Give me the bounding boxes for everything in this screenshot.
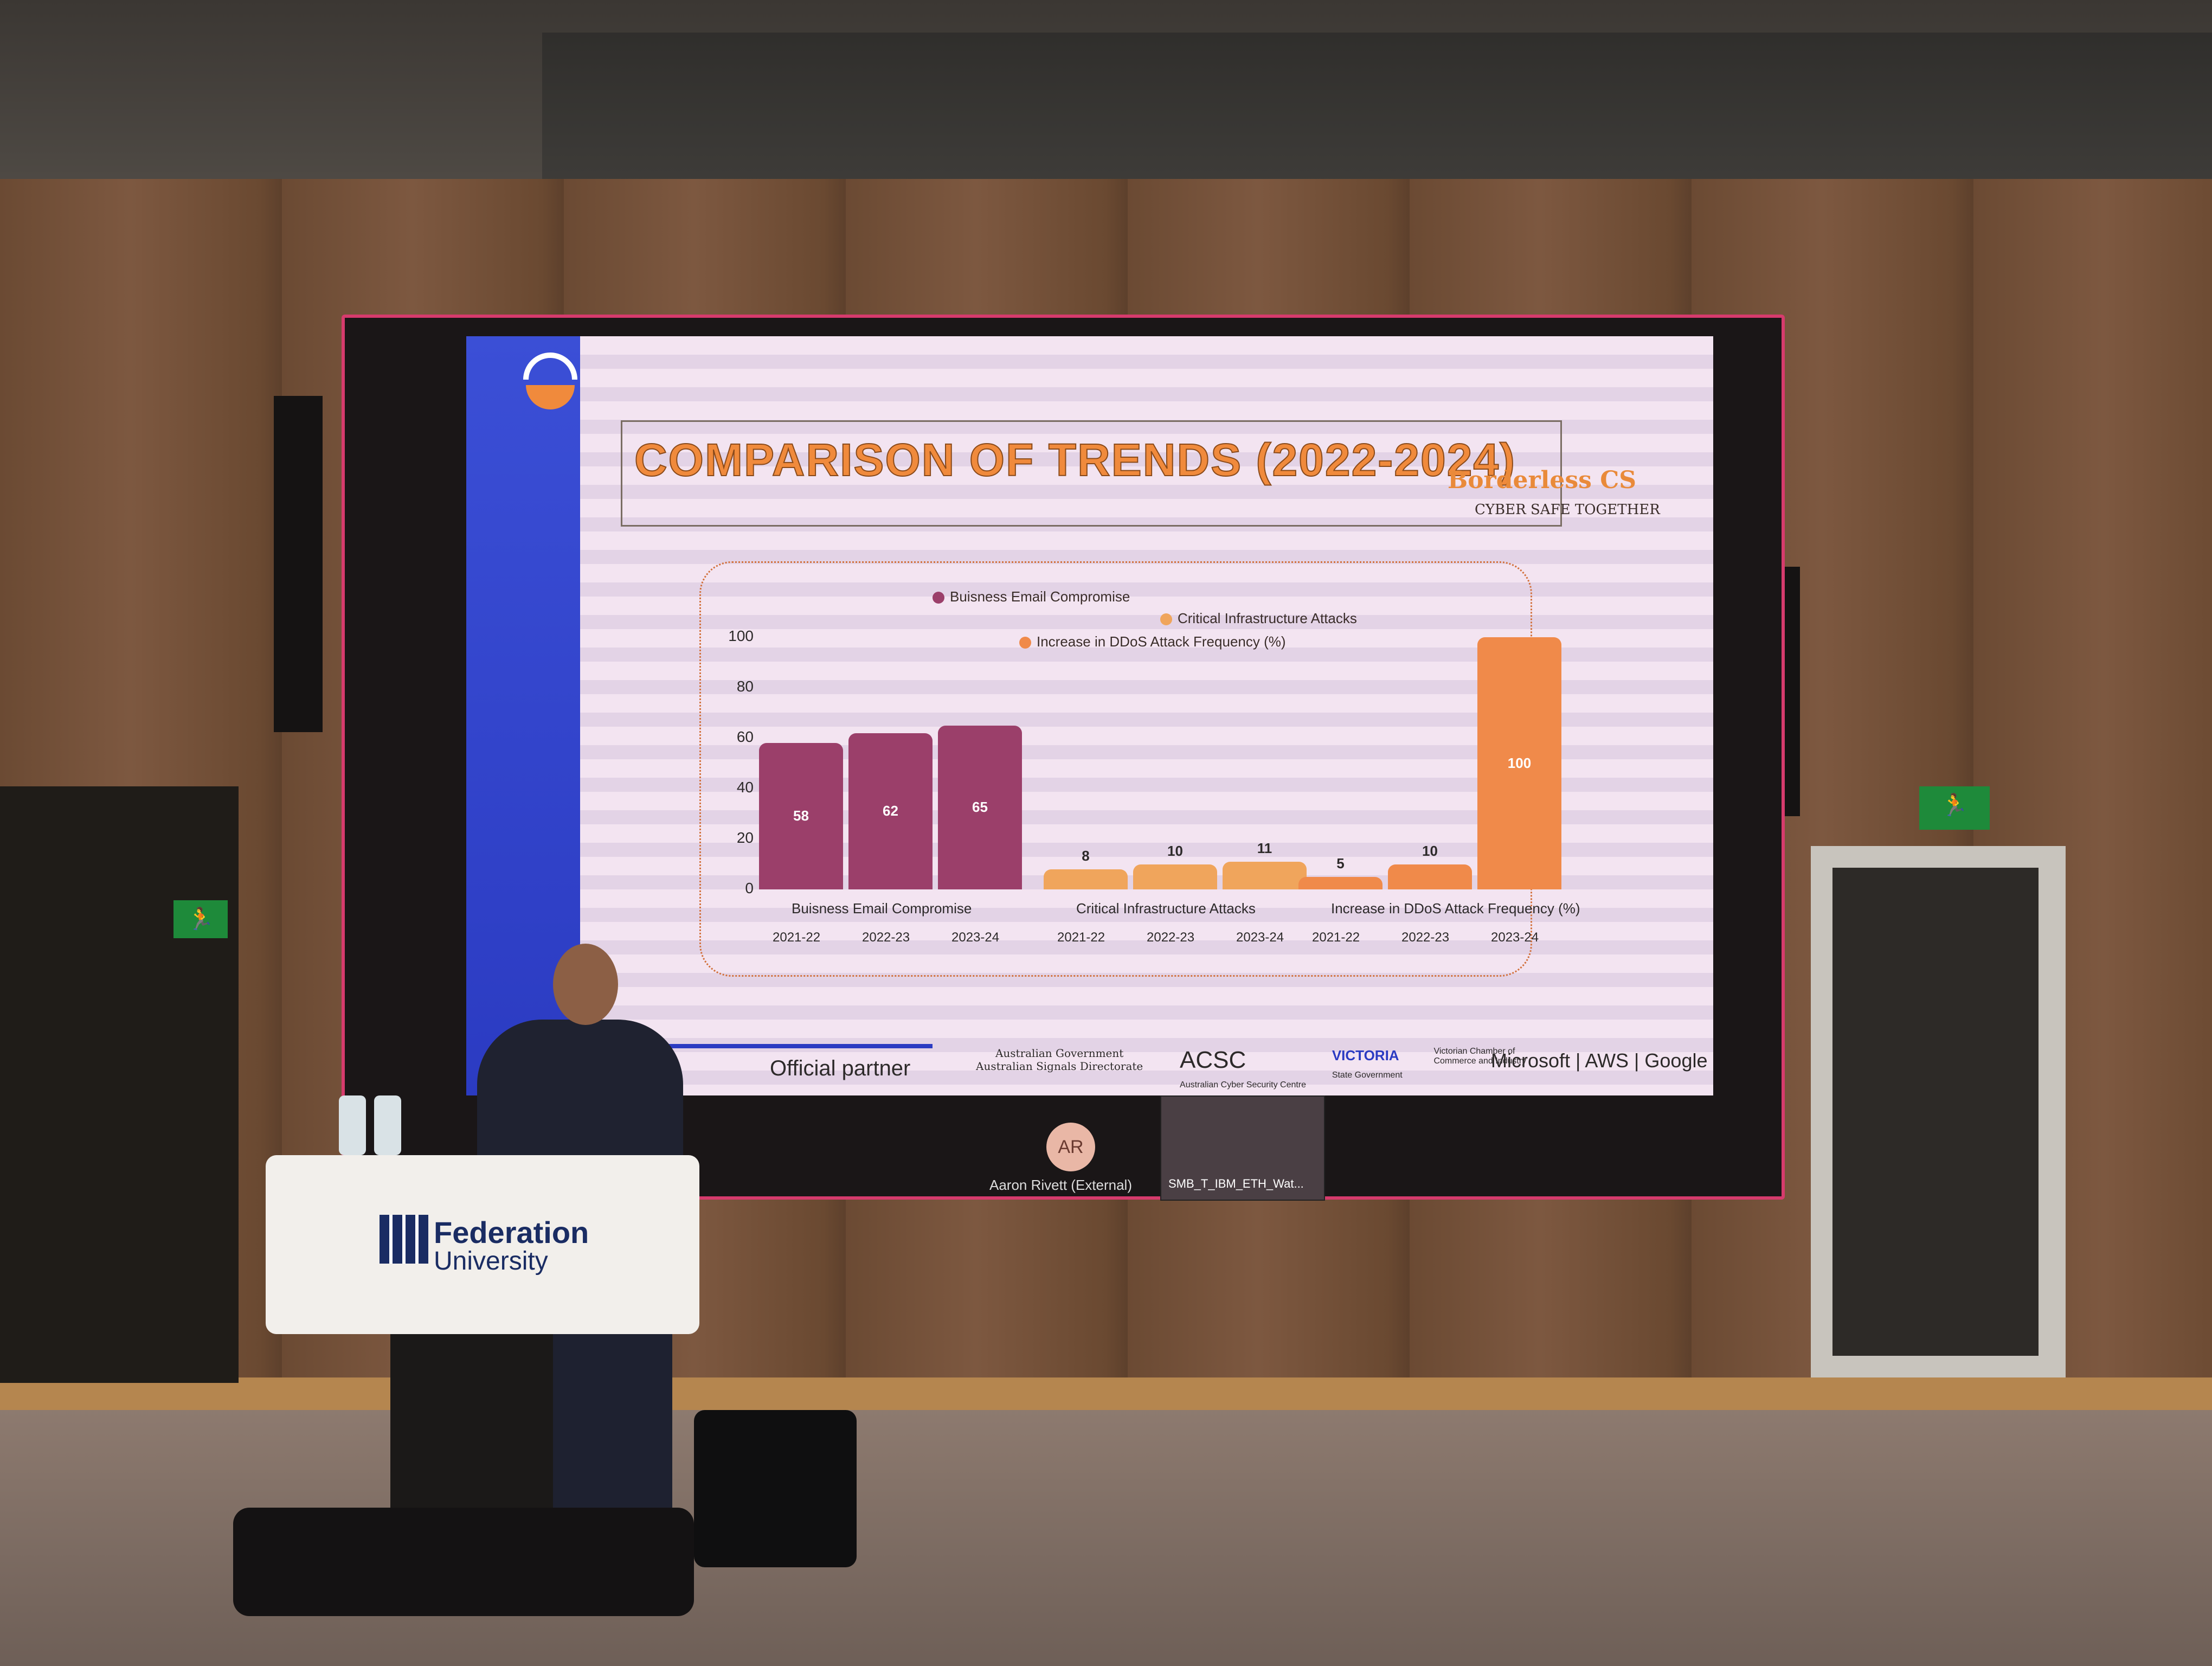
partner-divider <box>586 1044 933 1048</box>
chart-bar <box>938 725 1022 889</box>
federation-logo-icon <box>380 1215 428 1264</box>
participant-name: Aaron Rivett (External) <box>989 1177 1132 1193</box>
right-doorway <box>1832 868 2039 1356</box>
legend-swatch <box>1019 637 1031 649</box>
partner-logo-chamber: Victorian Chamber of Commerce and Indust… <box>1433 1047 1527 1066</box>
legend-swatch <box>933 592 944 604</box>
bar-value-label: 10 <box>1422 842 1438 859</box>
bar-value-label: 5 <box>1336 855 1345 872</box>
y-tick-label: 0 <box>745 880 754 896</box>
podium <box>266 1155 699 1334</box>
chart-bar <box>1223 861 1307 889</box>
left-wall-speaker <box>274 396 323 732</box>
podium-university-sub: University <box>434 1247 548 1276</box>
chart-bar <box>759 743 843 889</box>
legend-item-bec: Buisness Email Compromise <box>933 588 1130 605</box>
brand-tagline: CYBER SAFE TOGETHER <box>1475 502 1660 518</box>
exit-sign-left: 🏃 <box>173 900 228 938</box>
chart-bar <box>1388 864 1472 889</box>
left-doorway <box>0 786 239 1383</box>
x-tick-label: 2023-24 <box>951 930 1000 945</box>
brand-name: Borderless CS <box>1448 466 1637 494</box>
podium-university-name: Federation <box>434 1215 589 1250</box>
slide-title: COMPARISON OF TRENDS (2022-2024) <box>634 434 1516 486</box>
legend-swatch <box>1160 613 1172 626</box>
partner-tech-logos: Microsoft | AWS | Google <box>1491 1049 1708 1072</box>
water-bottle <box>339 1095 366 1155</box>
category-label: Increase in DDoS Attack Frequency (%) <box>1331 900 1580 917</box>
bar-value-label: 10 <box>1167 842 1183 859</box>
x-tick-label: 2022-23 <box>862 930 910 945</box>
partner-logo-victoria: VICTORIA State Government <box>1332 1047 1403 1080</box>
partner-logos: Australian Government Australian Signals… <box>976 1047 1542 1091</box>
legend-item-cia: Critical Infrastructure Attacks <box>1160 610 1357 627</box>
exit-sign-right: 🏃 <box>1919 786 1990 830</box>
chart-bar <box>1133 864 1217 889</box>
chart-bar <box>1477 637 1561 889</box>
bar-value-label: 11 <box>1257 840 1272 856</box>
presenter-legs <box>542 1302 672 1518</box>
participant-avatar[interactable]: AR <box>1046 1123 1095 1171</box>
chart-bar <box>848 733 933 889</box>
partner-logo-gov: Australian Government Australian Signals… <box>976 1047 1143 1073</box>
x-tick-label: 2023-24 <box>1236 930 1284 945</box>
water-bottle <box>374 1095 401 1155</box>
bar-value-label: 8 <box>1082 847 1090 864</box>
x-tick-label: 2021-22 <box>1312 930 1360 945</box>
category-label: Critical Infrastructure Attacks <box>1076 900 1256 917</box>
category-label: Buisness Email Compromise <box>792 900 972 917</box>
video-thumbnail-label: SMB_T_IBM_ETH_Wat... <box>1168 1177 1304 1190</box>
slide-title-box <box>621 420 1562 527</box>
y-tick-label: 100 <box>728 627 754 644</box>
slide-logo-icon <box>523 353 577 409</box>
video-thumbnail[interactable] <box>1160 1095 1325 1201</box>
partner-logo-acsc: ACSC Australian Cyber Security Centre <box>1180 1047 1307 1090</box>
y-tick-label: 40 <box>736 779 754 796</box>
x-tick-label: 2021-22 <box>1057 930 1105 945</box>
podium-foot <box>233 1508 694 1616</box>
bar-value-label: 65 <box>972 798 988 815</box>
y-tick-label: 60 <box>736 728 754 745</box>
y-tick-label: 20 <box>736 829 754 846</box>
x-tick-label: 2022-23 <box>1401 930 1450 945</box>
chart-bar <box>1044 869 1128 889</box>
x-tick-label: 2022-23 <box>1147 930 1195 945</box>
partner-label: Official partner <box>770 1056 911 1080</box>
x-tick-label: 2023-24 <box>1491 930 1539 945</box>
y-tick-label: 80 <box>736 678 754 695</box>
chart-bar <box>1298 876 1382 889</box>
bar-value-label: 62 <box>883 802 898 819</box>
x-tick-label: 2021-22 <box>773 930 821 945</box>
legend-item-ddos: Increase in DDoS Attack Frequency (%) <box>1019 633 1286 650</box>
backpack <box>694 1410 857 1567</box>
bar-value-label: 100 <box>1507 754 1532 771</box>
bar-value-label: 58 <box>793 808 809 824</box>
presenter-head <box>553 944 618 1025</box>
